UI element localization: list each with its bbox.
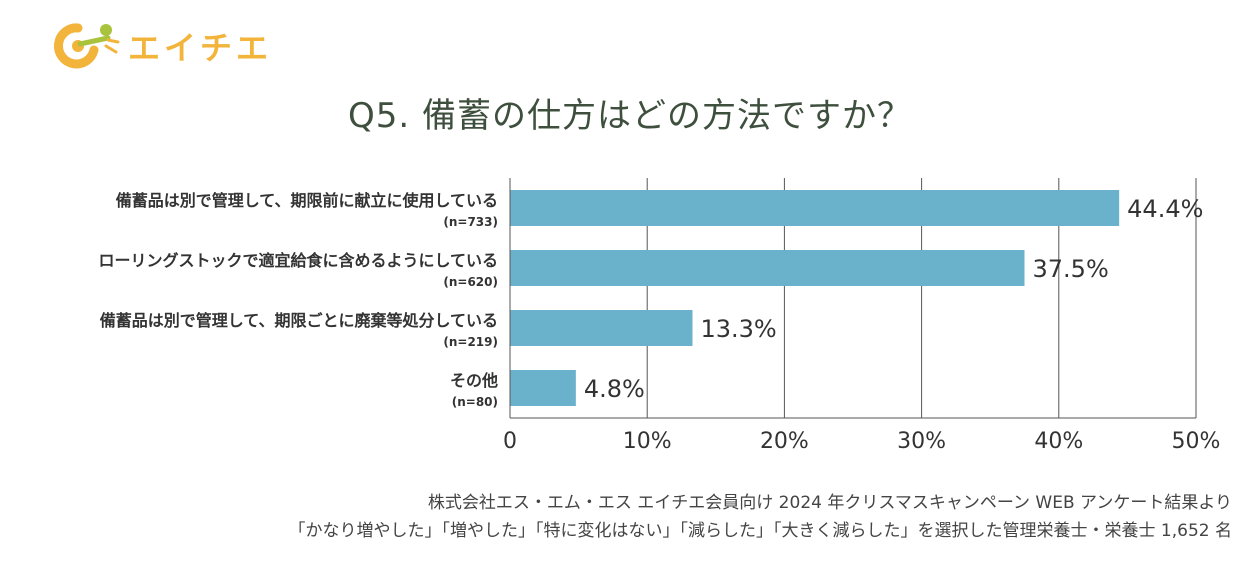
data-label: 4.8% [584,375,645,403]
bar [510,310,693,346]
category-label: その他 [450,371,498,390]
logo-text: エイチエ [128,29,273,67]
bar [510,250,1025,286]
category-n-label: (n=219) [443,335,498,349]
x-tick-label: 10% [623,429,672,454]
bar [510,370,576,406]
data-label: 44.4% [1127,195,1203,223]
footer-line-2: 「かなり増やした」「増やした」「特に変化はない」「減らした」「大きく減らした」を… [288,521,1232,541]
data-label: 13.3% [700,315,776,343]
category-n-label: (n=733) [443,215,498,229]
category-label: ローリングストックで適宜給食に含めるようにしている [98,251,498,270]
x-tick-label: 50% [1172,429,1221,454]
x-tick-label: 0 [503,429,517,454]
bar [510,190,1120,226]
category-label: 備蓄品は別で管理して、期限前に献立に使用している [116,191,498,210]
logo-mark-icon [53,23,120,69]
footer-line-1: 株式会社エス・エム・エス エイチエ会員向け 2024 年クリスマスキャンペーン … [427,493,1232,513]
chart-title: Q5. 備蓄の仕方はどの方法ですか？ [347,96,912,136]
brand-logo: エイチエ [50,20,272,72]
category-n-label: (n=620) [443,275,498,289]
bar-chart: 44.4% 備蓄品は別で管理して、期限前に献立に使用している (n=733) 37.5… [98,178,1221,454]
category-label: 備蓄品は別で管理して、期限ごとに廃棄等処分している [100,311,498,330]
category-n-label: (n=80) [452,395,498,409]
x-tick-label: 40% [1034,429,1083,454]
footer-source: 株式会社エス・エム・エス エイチエ会員向け 2024 年クリスマスキャンペーン … [289,489,1232,545]
x-tick-label: 20% [760,429,809,454]
data-label: 37.5% [1033,255,1109,283]
x-tick-label: 30% [897,429,946,454]
